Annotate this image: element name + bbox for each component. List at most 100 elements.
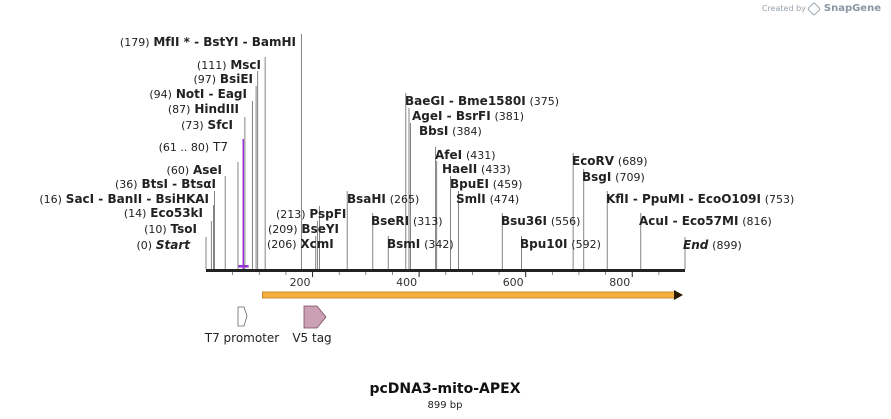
- orf-arrow: [262, 290, 683, 300]
- site-position: (556): [551, 215, 581, 228]
- site-enzyme-name: BbsI: [419, 124, 448, 138]
- site-enzyme-name: EcoRV: [572, 154, 615, 168]
- site-label-36[interactable]: (36) BtsI - BtsαI: [115, 177, 216, 191]
- site-position: (381): [495, 110, 525, 123]
- site-position: (209): [268, 223, 298, 236]
- site-label-265[interactable]: BsaHI (265): [347, 192, 419, 206]
- site-position: (10): [144, 223, 167, 236]
- site-position: (16): [39, 193, 62, 206]
- site-enzyme-name: HindIII: [194, 102, 239, 116]
- site-label-899[interactable]: End (899): [683, 238, 742, 252]
- site-label-753[interactable]: KflI - PpuMI - EcoO109I (753): [606, 192, 794, 206]
- site-position: (87): [168, 103, 191, 116]
- site-label-313[interactable]: BseRI (313): [371, 214, 443, 228]
- site-enzyme-name: AseI: [193, 163, 222, 177]
- site-leader-lines: [205, 34, 686, 269]
- site-enzyme-name: BsgI: [582, 170, 611, 184]
- site-enzyme-name: MscI: [230, 58, 261, 72]
- site-label-73[interactable]: (73) SfcI: [181, 118, 233, 132]
- site-labels: (0) Start(10) TsoI(14) Eco53kI(16) SacI …: [39, 35, 794, 252]
- site-position: (816): [742, 215, 772, 228]
- site-position: (179): [120, 36, 150, 49]
- site-label-209[interactable]: (209) BseYI: [268, 222, 339, 236]
- site-enzyme-name: BtsI - BtsαI: [141, 177, 216, 191]
- site-enzyme-name: Eco53kI: [150, 206, 203, 220]
- site-label-70[interactable]: (61 .. 80) T7: [159, 140, 228, 154]
- primer-t7-bar: [238, 265, 249, 268]
- site-label-384[interactable]: BbsI (384): [419, 124, 482, 138]
- site-position: (73): [181, 119, 204, 132]
- site-position: (375): [530, 95, 560, 108]
- site-label-342[interactable]: BsmI (342): [387, 237, 454, 251]
- site-enzyme-name: BaeGI - Bme1580I: [405, 94, 526, 108]
- site-enzyme-name: AcuI - Eco57MI: [639, 214, 738, 228]
- site-label-213[interactable]: (213) PspFI: [276, 207, 346, 221]
- site-label-816[interactable]: AcuI - Eco57MI (816): [639, 214, 772, 228]
- site-position: (753): [765, 193, 795, 206]
- site-label-689[interactable]: EcoRV (689): [572, 154, 648, 168]
- site-position: (899): [712, 239, 742, 252]
- site-label-60[interactable]: (60) AseI: [167, 163, 222, 177]
- site-enzyme-name: BseYI: [301, 222, 339, 236]
- site-position: (97): [194, 73, 217, 86]
- site-enzyme-name: PspFI: [309, 207, 346, 221]
- site-label-433[interactable]: HaeII (433): [442, 162, 511, 176]
- site-enzyme-name: BsaHI: [347, 192, 386, 206]
- site-enzyme-name: SacI - BanII - BsiHKAI: [66, 192, 209, 206]
- site-label-381[interactable]: AgeI - BsrFI (381): [412, 109, 524, 123]
- site-label-0[interactable]: (0) Start: [136, 238, 191, 252]
- plasmid-name: pcDNA3-mito-APEX: [369, 381, 520, 397]
- site-enzyme-name: BpuEI: [450, 177, 489, 191]
- site-label-10[interactable]: (10) TsoI: [144, 222, 197, 236]
- site-position: (459): [493, 178, 523, 191]
- site-label-375[interactable]: BaeGI - Bme1580I (375): [405, 94, 559, 108]
- site-position: (431): [466, 149, 496, 162]
- site-label-459[interactable]: BpuEI (459): [450, 177, 522, 191]
- site-enzyme-name: MfII * - BstYI - BamHI: [153, 35, 296, 49]
- site-position: (14): [124, 207, 147, 220]
- site-position: (342): [424, 238, 454, 251]
- site-label-97[interactable]: (97) BsiEI: [194, 72, 254, 86]
- site-enzyme-name: HaeII: [442, 162, 477, 176]
- site-position: (433): [481, 163, 511, 176]
- site-label-94[interactable]: (94) NotI - EagI: [149, 87, 247, 101]
- site-enzyme-name: KflI - PpuMI - EcoO109I: [606, 192, 761, 206]
- branding-prefix: Created by: [761, 4, 806, 13]
- site-enzyme-name: BseRI: [371, 214, 409, 228]
- site-position: (206): [267, 238, 297, 251]
- site-enzyme-name: Bpu10I: [520, 237, 567, 251]
- site-label-179[interactable]: (179) MfII * - BstYI - BamHI: [120, 35, 296, 49]
- feature-t7-promoter-label: T7 promoter: [204, 331, 280, 345]
- site-label-592[interactable]: Bpu10I (592): [520, 237, 601, 251]
- site-enzyme-name: T7: [212, 140, 228, 154]
- site-enzyme-name: BsmI: [387, 237, 420, 251]
- ruler-label-800: 800: [609, 276, 630, 289]
- site-label-709[interactable]: BsgI (709): [582, 170, 645, 184]
- site-label-206[interactable]: (206) XcmI: [267, 237, 334, 251]
- site-position: (474): [490, 193, 520, 206]
- site-label-556[interactable]: Bsu36I (556): [501, 214, 580, 228]
- site-enzyme-name: End: [683, 238, 709, 252]
- site-position: (313): [413, 215, 443, 228]
- site-position: (36): [115, 178, 138, 191]
- site-label-87[interactable]: (87) HindIII: [168, 102, 239, 116]
- site-position: (61 .. 80): [159, 141, 210, 154]
- site-label-474[interactable]: SmlI (474): [456, 192, 519, 206]
- feature-t7-promoter-arrow[interactable]: [237, 306, 248, 327]
- site-label-111[interactable]: (111) MscI: [197, 58, 261, 72]
- site-enzyme-name: AgeI - BsrFI: [412, 109, 491, 123]
- site-enzyme-name: BsiEI: [220, 72, 253, 86]
- site-label-14[interactable]: (14) Eco53kI: [124, 206, 203, 220]
- ruler-ticks: 200 400 600 800: [232, 272, 660, 289]
- feature-v5-tag-arrow[interactable]: [303, 305, 327, 329]
- site-label-431[interactable]: AfeI (431): [435, 148, 496, 162]
- orf-arrowhead: [674, 290, 683, 300]
- site-position: (689): [618, 155, 648, 168]
- site-enzyme-name: Start: [156, 238, 191, 252]
- snapgene-logo-text: SnapGene: [823, 3, 881, 14]
- site-position: (60): [167, 164, 190, 177]
- orf-bar[interactable]: [262, 291, 676, 299]
- site-label-16[interactable]: (16) SacI - BanII - BsiHKAI: [39, 192, 209, 206]
- plasmid-length: 899 bp: [428, 400, 463, 411]
